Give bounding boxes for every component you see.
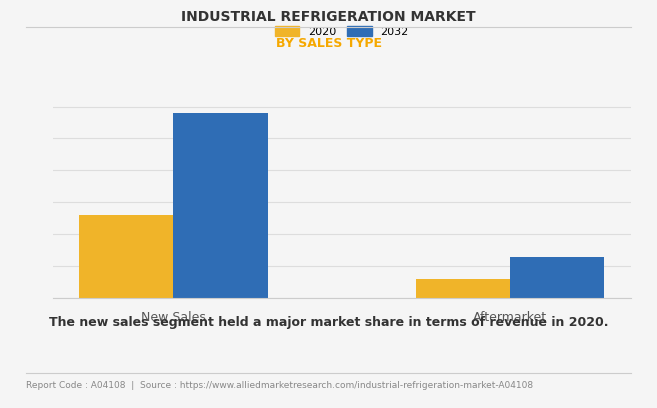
Text: Report Code : A04108  |  Source : https://www.alliedmarketresearch.com/industria: Report Code : A04108 | Source : https://… — [26, 381, 533, 390]
Text: INDUSTRIAL REFRIGERATION MARKET: INDUSTRIAL REFRIGERATION MARKET — [181, 10, 476, 24]
Text: The new sales segment held a major market share in terms of revenue in 2020.: The new sales segment held a major marke… — [49, 316, 608, 329]
Bar — [79, 215, 173, 298]
Legend: 2020, 2032: 2020, 2032 — [270, 22, 413, 41]
Bar — [173, 113, 267, 298]
Text: BY SALES TYPE: BY SALES TYPE — [275, 37, 382, 50]
Bar — [416, 279, 510, 298]
Bar — [510, 257, 604, 298]
